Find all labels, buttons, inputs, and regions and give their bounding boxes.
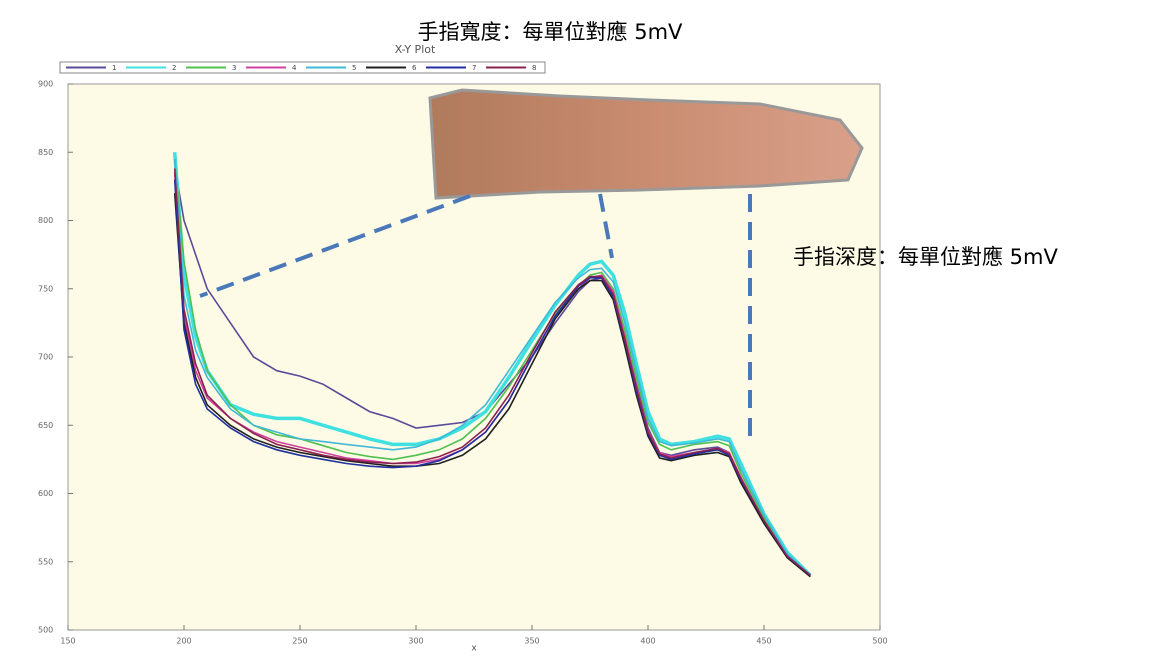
legend-label: 2	[172, 64, 176, 72]
x-tick-label: 250	[292, 637, 307, 646]
y-tick-label: 750	[38, 284, 53, 293]
y-tick-label: 650	[38, 421, 53, 430]
legend-label: 6	[412, 64, 417, 72]
legend-label: 3	[232, 64, 236, 72]
y-tick-label: 500	[38, 626, 53, 635]
legend-label: 1	[112, 64, 116, 72]
y-tick-label: 600	[38, 489, 53, 498]
x-tick-label: 150	[60, 637, 75, 646]
x-tick-label: 500	[872, 637, 887, 646]
y-tick-label: 550	[38, 557, 53, 566]
legend-label: 7	[472, 64, 476, 72]
x-tick-label: 350	[524, 637, 539, 646]
y-tick-label: 850	[38, 148, 53, 157]
legend-label: 8	[532, 64, 536, 72]
plot-title: X-Y Plot	[395, 43, 436, 56]
y-tick-label: 700	[38, 353, 53, 362]
chart: 1 2 3 4 5 6 7 8 X-Y Plot x 手指寬度：每單位對應 5mV 手指深度：…	[0, 0, 1150, 662]
legend-label: 4	[292, 64, 297, 72]
x-axis-label: x	[471, 644, 477, 654]
x-tick-label: 200	[176, 637, 191, 646]
y-tick-label: 900	[38, 80, 53, 89]
legend-label: 5	[352, 64, 356, 72]
x-tick-label: 450	[756, 637, 771, 646]
y-tick-label: 800	[38, 216, 53, 225]
x-tick-label: 400	[640, 637, 655, 646]
x-tick-label: 300	[408, 637, 423, 646]
annotation: 手指深度：每單位對應 5mV	[793, 245, 1058, 269]
annotation: 手指寬度：每單位對應 5mV	[418, 20, 683, 44]
